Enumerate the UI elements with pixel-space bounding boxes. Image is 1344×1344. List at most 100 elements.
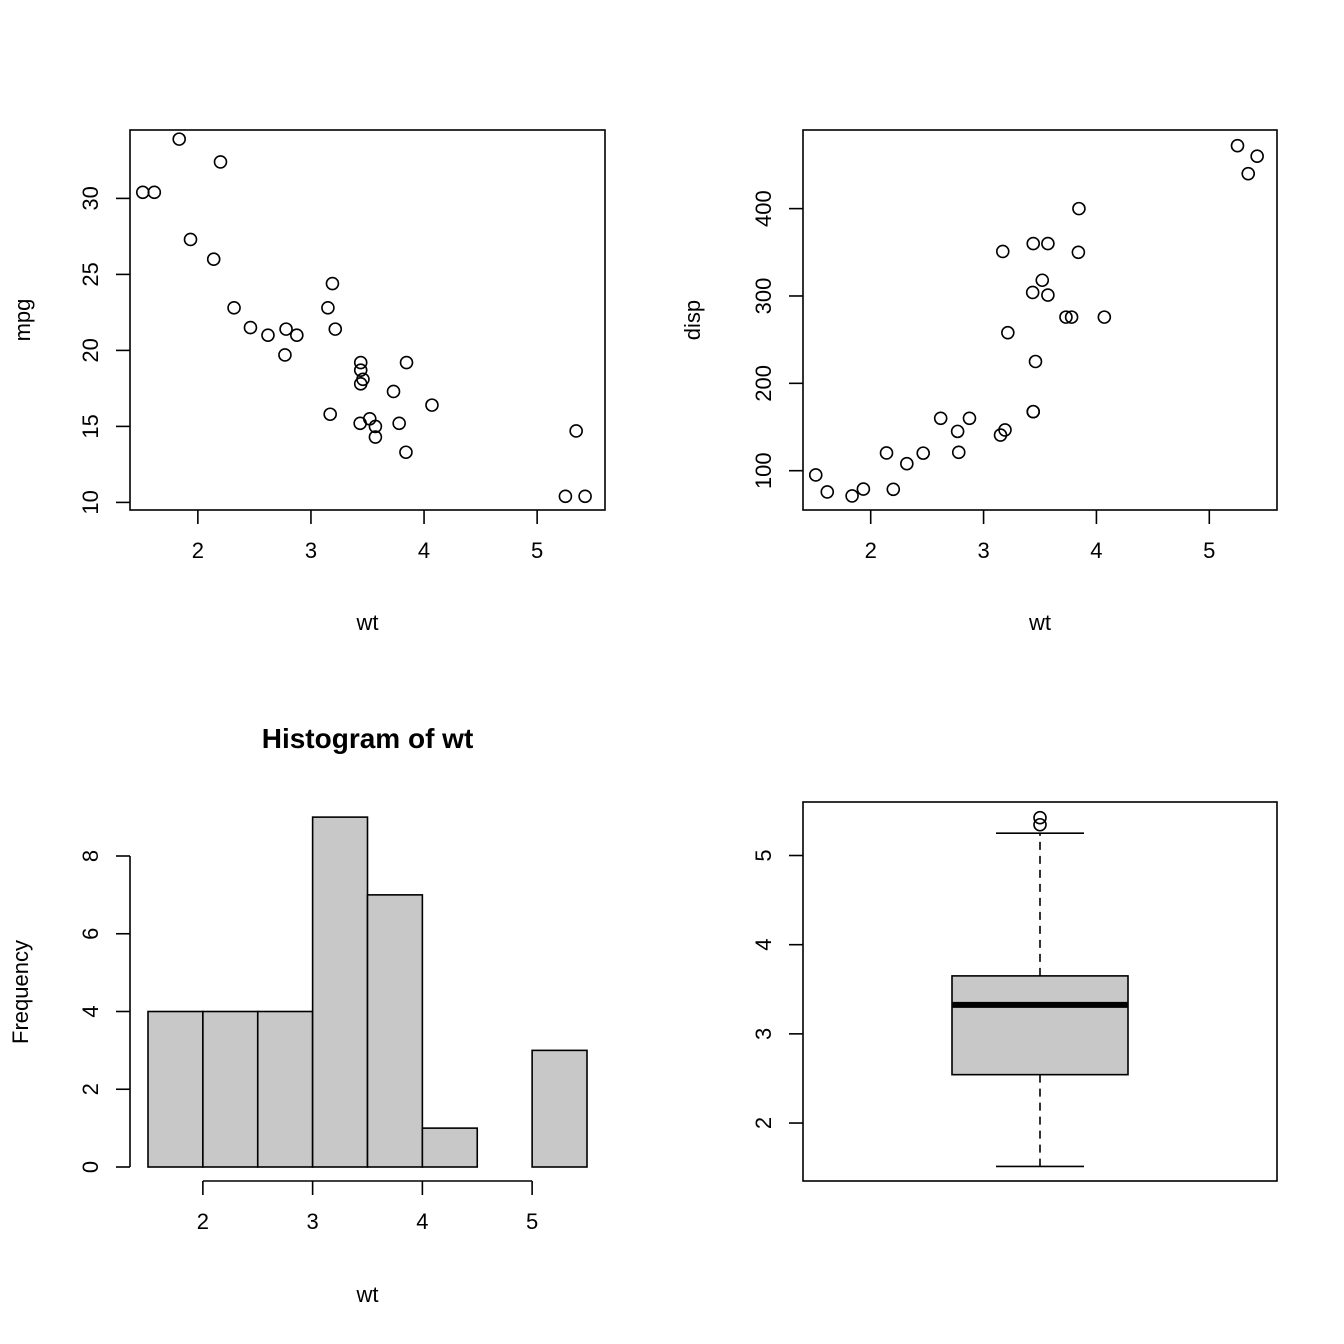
data-point <box>1059 310 1073 324</box>
x-tick-label: 4 <box>416 1209 428 1234</box>
histogram-bar <box>531 1049 588 1168</box>
data-point <box>399 355 414 370</box>
data-point <box>1041 236 1055 251</box>
data-point <box>353 416 367 431</box>
x-tick-label: 5 <box>1203 538 1215 563</box>
data-point <box>962 411 977 426</box>
data-point <box>820 485 835 499</box>
x-axis-title: wt <box>356 610 379 635</box>
data-point <box>993 428 1008 442</box>
y-tick-label: 5 <box>751 849 776 861</box>
x-axis-title: wt <box>356 1282 379 1307</box>
histogram-bar <box>421 1127 479 1168</box>
data-point <box>1064 310 1079 324</box>
histogram-bar <box>366 894 424 1168</box>
scatter-mpg-vs-wt-panel: wt mpg 2 3 4 5 10 15 20 25 30 <box>10 129 606 635</box>
data-point <box>1028 354 1043 369</box>
y-tick-label: 2 <box>78 1083 103 1095</box>
plot-frame <box>129 129 606 511</box>
y-tick-label: 0 <box>78 1161 103 1173</box>
y-tick-label: 4 <box>78 1005 103 1017</box>
plot-frame <box>802 801 1278 1182</box>
data-point <box>213 155 228 169</box>
histogram-bar <box>256 1010 314 1168</box>
chart-title: Histogram of wt <box>262 723 474 754</box>
data-point <box>261 328 275 343</box>
y-ticks: 0 2 4 6 8 <box>78 850 131 1173</box>
data-point <box>995 244 1010 259</box>
data-point <box>951 445 966 460</box>
boxplot <box>951 810 1129 1168</box>
data-point <box>1041 288 1055 302</box>
data-point <box>1241 166 1256 181</box>
histogram-wt-panel: Histogram of wt wt Frequency 2 3 4 5 0 2 4 6 8 <box>8 723 588 1307</box>
x-tick-label: 3 <box>977 538 989 563</box>
data-point <box>569 424 583 438</box>
data-point <box>328 322 343 336</box>
histogram-bar <box>147 1010 204 1168</box>
x-ticks: 2 3 4 5 <box>865 510 1215 563</box>
data-point <box>1026 236 1041 251</box>
y-tick-label: 15 <box>78 414 103 438</box>
x-ticks: 2 3 4 5 <box>197 1180 538 1234</box>
data-point <box>353 363 368 377</box>
y-tick-label: 25 <box>78 262 103 286</box>
data-point <box>323 407 337 422</box>
data-point <box>425 398 439 412</box>
data-point <box>578 489 592 504</box>
data-point <box>278 348 292 362</box>
x-tick-label: 4 <box>1090 538 1102 563</box>
y-tick-label: 8 <box>78 850 103 862</box>
data-point <box>879 446 894 460</box>
data-point <box>886 482 901 497</box>
data-point <box>386 384 401 399</box>
data-point <box>243 320 258 335</box>
outlier-point <box>1033 810 1047 825</box>
x-tick-label: 2 <box>865 538 877 563</box>
y-tick-label: 20 <box>78 338 103 362</box>
y-tick-label: 30 <box>78 186 103 210</box>
data-point <box>1250 149 1264 164</box>
data-points <box>808 138 1264 503</box>
y-tick-label: 2 <box>751 1117 776 1129</box>
scatter-disp-vs-wt-panel: wt disp 2 3 4 5 100 200 300 400 <box>680 129 1278 635</box>
data-point <box>147 185 162 200</box>
data-point <box>933 411 948 426</box>
y-tick-label: 300 <box>751 278 776 315</box>
y-axis-title: mpg <box>10 299 35 342</box>
y-tick-label: 4 <box>751 939 776 951</box>
data-point <box>206 252 221 267</box>
x-tick-label: 4 <box>418 538 430 563</box>
data-point <box>808 468 823 482</box>
data-point <box>856 482 871 496</box>
data-point <box>183 232 198 247</box>
data-point <box>279 322 293 336</box>
data-point <box>998 423 1012 437</box>
data-point <box>368 419 383 434</box>
x-tick-label: 3 <box>305 538 317 563</box>
data-point <box>1001 325 1015 340</box>
iqr-box <box>951 975 1129 1076</box>
data-points <box>135 132 592 504</box>
data-point <box>172 132 186 146</box>
data-point <box>353 355 368 370</box>
data-point <box>1230 138 1245 153</box>
data-point <box>368 430 383 444</box>
plot-frame <box>802 129 1278 511</box>
y-tick-label: 400 <box>751 190 776 227</box>
boxplot-panel: 2 3 4 5 <box>751 801 1278 1182</box>
data-point <box>321 301 335 315</box>
histogram-bar <box>311 816 369 1168</box>
data-point <box>950 424 965 439</box>
data-point <box>353 377 368 391</box>
y-tick-label: 200 <box>751 365 776 402</box>
data-point <box>1072 201 1086 216</box>
data-point <box>916 446 930 460</box>
data-point <box>135 185 150 200</box>
data-point <box>227 301 241 315</box>
y-ticks: 2 3 4 5 <box>751 849 803 1129</box>
histogram-bars <box>147 816 588 1168</box>
data-point <box>1025 285 1040 300</box>
y-tick-label: 10 <box>78 490 103 514</box>
